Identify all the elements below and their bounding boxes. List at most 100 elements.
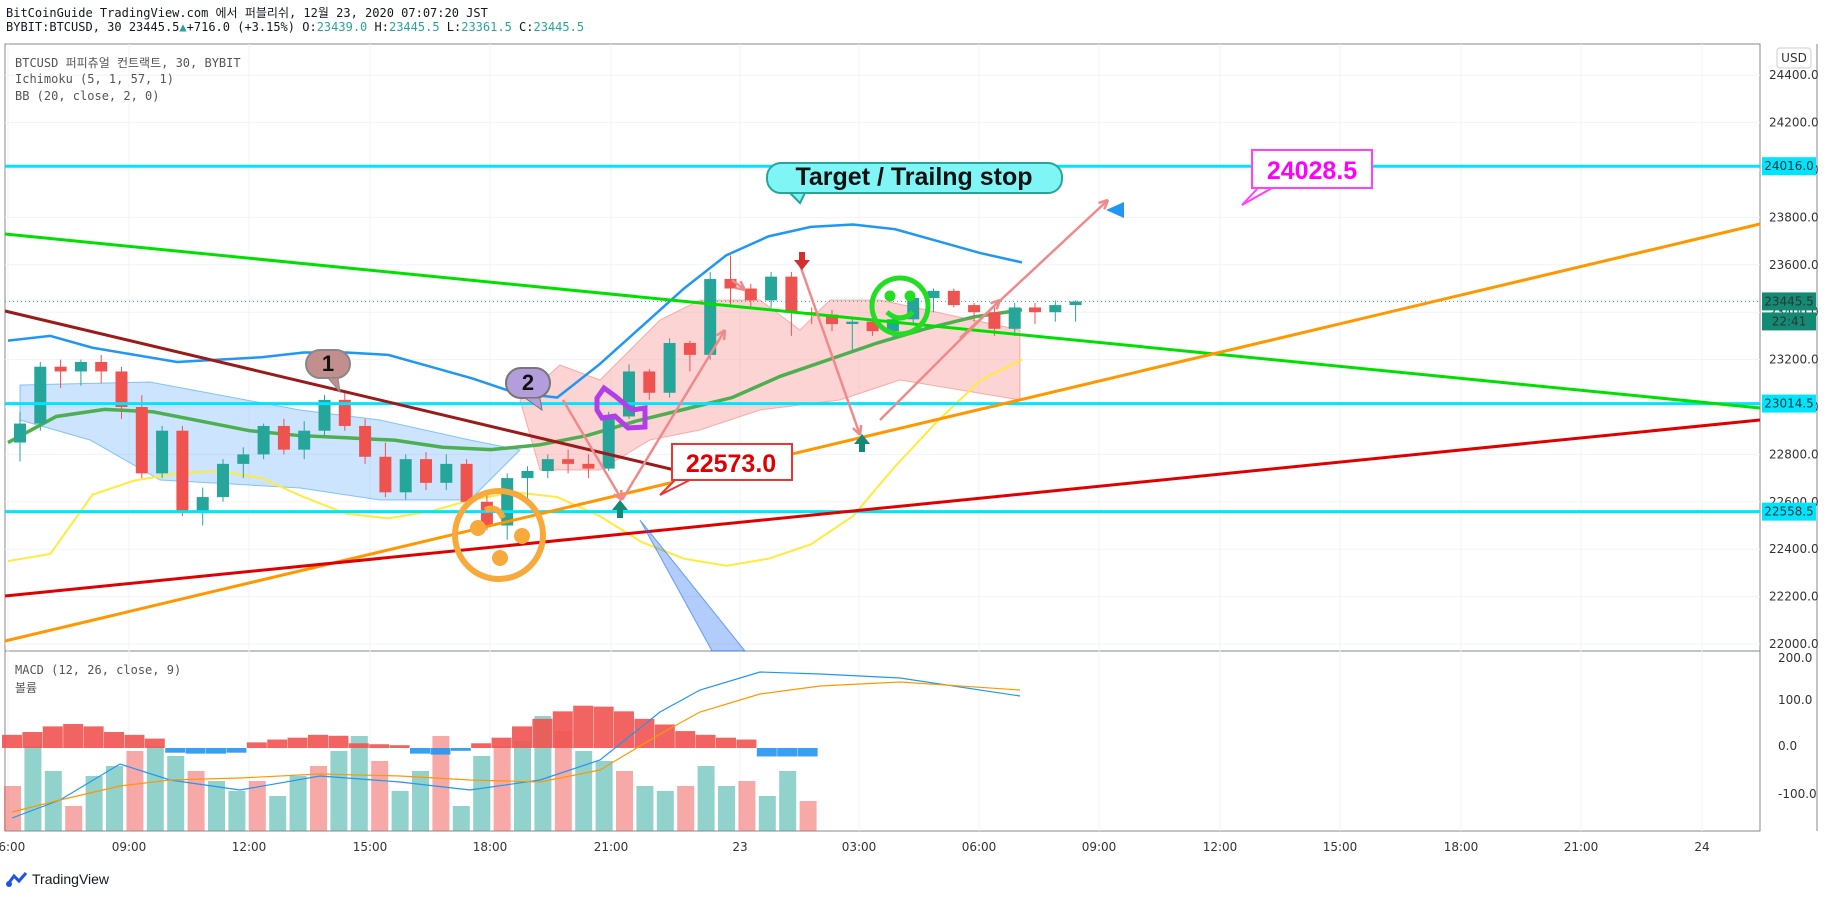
volume-bar — [595, 761, 613, 831]
macd-hist-bar — [63, 724, 84, 748]
macd-hist-bar — [675, 731, 696, 748]
footer-brand[interactable]: TradingView — [6, 870, 109, 888]
arrow-up-1-head — [715, 328, 727, 341]
volume-bar — [208, 781, 225, 831]
macd-hist-bar — [450, 748, 471, 751]
volume-bar — [44, 771, 62, 831]
low-value: 23361.5 — [461, 20, 512, 34]
volume-bar — [248, 781, 266, 831]
high-target-label: 24028.5 — [1267, 157, 1357, 185]
macd-hist-bar — [410, 748, 430, 754]
arrow-down-2-head — [852, 424, 863, 436]
macd-hist-bar — [471, 743, 492, 748]
last-price: 23445.5 — [128, 20, 180, 34]
volume-bar — [656, 791, 674, 831]
macd-hist-bar — [695, 734, 716, 748]
macd-hist-bar — [22, 732, 43, 748]
macd-hist-bar — [144, 738, 165, 748]
candle-body — [704, 279, 717, 355]
time-tick-label: 24 — [1694, 840, 1709, 854]
macd-hist-bar — [42, 726, 63, 748]
macd-hist-bar — [124, 734, 145, 748]
macd-tick-label: -100.0 — [1778, 787, 1817, 801]
candle-body — [156, 430, 169, 474]
volume-bar — [167, 756, 185, 831]
level-label-23014-bg — [1762, 394, 1816, 413]
volume-bar — [330, 751, 348, 831]
level-label-24016: 24016.0 — [1764, 159, 1814, 173]
target-arrow-stem — [1118, 206, 1124, 214]
trend-lines — [4, 164, 1761, 652]
candle-body — [602, 416, 615, 469]
volume-bar — [24, 746, 42, 831]
macd-hist-bar — [614, 711, 634, 748]
arrow-up-3 — [959, 199, 1109, 339]
candle-body — [115, 371, 128, 407]
time-tick-label: 23 — [732, 840, 747, 854]
candle-body — [541, 459, 554, 471]
last-price-label-bg — [1762, 292, 1816, 311]
candle-body — [34, 366, 47, 424]
candle-body — [643, 371, 656, 393]
candle-body — [14, 423, 26, 443]
candle-body — [298, 430, 311, 450]
macd-hist-bar — [104, 732, 124, 748]
macd-hist-bar — [777, 748, 798, 757]
macd-hist-bar — [756, 748, 777, 757]
volume-bar — [493, 746, 511, 831]
volume-bar — [779, 771, 797, 831]
volume-bar — [106, 766, 123, 831]
volume-bar — [146, 746, 164, 831]
buy-marker-icon — [854, 434, 870, 452]
time-tick-label: 12:00 — [1203, 840, 1238, 854]
volume-bar — [412, 771, 429, 831]
happy-face-icon — [869, 275, 931, 337]
time-tick-label: 18:00 — [1444, 840, 1479, 854]
price-tick-label: 23600.0 — [1769, 258, 1819, 272]
time-tick-label: 09:00 — [112, 840, 147, 854]
quote-line: BYBIT:BTCUSD, 30 23445.5▲+716.0 (+3.15%)… — [6, 20, 585, 34]
time-tick-label: 15:00 — [1323, 840, 1358, 854]
candle-body — [318, 399, 331, 431]
buy-marker-icon — [612, 500, 628, 518]
arrow-small-head — [734, 280, 747, 292]
candle-body — [663, 343, 676, 393]
level-label-22558: 22558.5 — [1764, 505, 1814, 519]
bubble-1: 1 — [305, 349, 351, 394]
macd-hist-bar — [246, 742, 267, 748]
volume-bar — [697, 766, 715, 831]
level-label-22558-bg — [1762, 502, 1816, 521]
countdown-label: 22:41 — [1772, 314, 1807, 328]
volume-bar — [4, 786, 21, 831]
publish-info: BitCoinGuide TradingView.com 에서 퍼블리쉬, 12… — [6, 6, 488, 20]
volume-bar — [473, 756, 491, 831]
macd-hist-bar — [552, 711, 573, 748]
close-value: 23445.5 — [533, 20, 585, 34]
candle-body — [1008, 307, 1021, 329]
candle-body — [683, 343, 696, 355]
macd-hist-bar — [654, 724, 675, 748]
macd-tick-label: 200.0 — [1778, 651, 1812, 665]
price-tick-label: 22000.0 — [1769, 637, 1819, 651]
candle-body — [338, 399, 351, 426]
up-triangle-icon: ▲ — [179, 20, 187, 34]
time-tick-label: 06:00 — [962, 840, 997, 854]
price-tick-label: 22400.0 — [1769, 542, 1819, 556]
volume-bar — [677, 786, 695, 831]
price-tick-label: 24400.0 — [1769, 68, 1819, 82]
axes: 24400.024200.024000.023800.023600.023400… — [0, 47, 1819, 854]
macd-hist-bar — [797, 748, 818, 757]
descending-darkred-line — [4, 309, 701, 478]
bubble-1-label: 1 — [322, 351, 334, 376]
arrow-up-1 — [620, 329, 727, 501]
main-title: BTCUSD 퍼피츄얼 컨트랙트, 30, BYBIT — [15, 56, 241, 70]
macd-hist-bar — [328, 735, 349, 748]
macd-hist-bar — [348, 743, 369, 748]
candle-body — [379, 456, 392, 493]
price-tick-label: 22200.0 — [1769, 590, 1819, 604]
candle-body — [521, 470, 534, 479]
candle-body — [277, 425, 290, 450]
candle-body — [562, 459, 575, 464]
macd-hist-bar — [430, 748, 451, 755]
